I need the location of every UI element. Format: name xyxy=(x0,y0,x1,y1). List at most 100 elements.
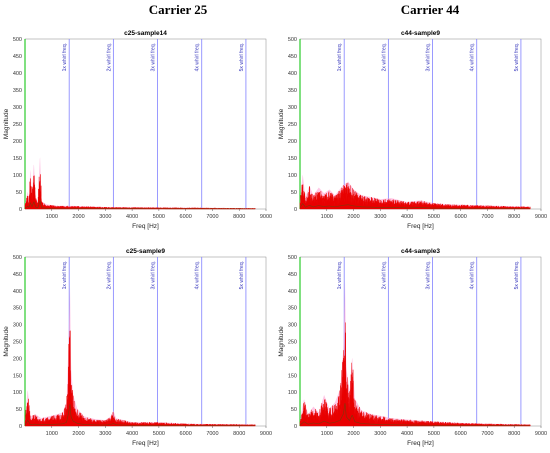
y-tick-label: 150 xyxy=(288,373,297,379)
y-tick-label: 300 xyxy=(288,323,297,329)
y-tick-label: 350 xyxy=(13,306,22,312)
y-tick-label: 500 xyxy=(288,37,297,43)
x-tick-label: 2000 xyxy=(347,214,359,220)
x-tick-label: 7000 xyxy=(206,431,218,437)
x-tick-label: 2000 xyxy=(72,214,84,220)
y-tick-label: 500 xyxy=(288,255,297,261)
y-tick-label: 50 xyxy=(16,407,22,413)
y-tick-label: 150 xyxy=(288,156,297,162)
harmonic-label-3: 3x whirl freq. xyxy=(151,43,157,71)
spectrum-series xyxy=(24,286,256,427)
x-tick-label: 1000 xyxy=(46,214,58,220)
plot-frame xyxy=(24,38,267,210)
plot-frame xyxy=(24,256,267,427)
x-tick-label: 5000 xyxy=(153,431,165,437)
x-tick-label: 7000 xyxy=(481,214,493,220)
y-tick-label: 250 xyxy=(13,122,22,128)
y-tick-label: 50 xyxy=(16,190,22,196)
y-tick-label: 200 xyxy=(288,356,297,362)
spectrum-chart-c44-sample3: c44-sample3 0 50 100 150 200 250 300 350 400 450 50… xyxy=(278,248,547,447)
spectrum-chart-c44-sample9: c44-sample9 0 50 100 150 200 250 300 350 400 450 50… xyxy=(278,30,547,230)
x-tick-label: 3000 xyxy=(374,431,386,437)
y-tick-label: 300 xyxy=(13,323,22,329)
x-tick-label: 5000 xyxy=(153,214,165,220)
x-tick-label: 9000 xyxy=(260,214,272,220)
harmonic-label-5: 5x whirl freq. xyxy=(514,43,520,71)
harmonic-label-1: 1x whirl freq. xyxy=(337,43,343,71)
y-axis-label: Magnitude xyxy=(3,326,10,357)
plot-frame xyxy=(299,38,542,210)
spectrum-area xyxy=(299,322,531,427)
x-tick-label: 4000 xyxy=(401,214,413,220)
y-tick-label: 0 xyxy=(294,207,297,213)
x-tick-label: 3000 xyxy=(374,214,386,220)
x-tick-label: 7000 xyxy=(481,431,493,437)
x-tick-label: 8000 xyxy=(508,214,520,220)
y-tick-label: 200 xyxy=(288,139,297,145)
y-tick-label: 0 xyxy=(19,207,22,213)
y-tick-label: 250 xyxy=(288,340,297,346)
y-tick-label: 500 xyxy=(13,255,22,261)
y-axis-label: Magnitude xyxy=(278,108,285,139)
harmonic-label-3: 3x whirl freq. xyxy=(426,43,432,71)
y-tick-label: 500 xyxy=(13,37,22,43)
x-tick-label: 1000 xyxy=(321,214,333,220)
spectrum-area xyxy=(24,174,256,210)
y-axis-label: Magnitude xyxy=(3,108,10,139)
y-tick-label: 150 xyxy=(13,156,22,162)
spectrum-trace xyxy=(24,404,256,427)
y-tick-label: 350 xyxy=(13,88,22,94)
harmonic-label-5: 5x whirl freq. xyxy=(514,261,520,289)
spectrum-chart-c25-sample14: c25-sample14 0 50 100 150 200 250 300 350 400 450 5… xyxy=(3,30,272,230)
x-tick-label: 8000 xyxy=(233,431,245,437)
chart-title: c25-sample9 xyxy=(126,248,165,255)
y-tick-label: 100 xyxy=(13,173,22,179)
harmonic-label-1: 1x whirl freq. xyxy=(337,261,343,289)
x-tick-label: 3000 xyxy=(99,214,111,220)
x-tick-label: 1000 xyxy=(46,431,58,437)
column-title-carrier-25: Carrier 25 xyxy=(148,2,208,17)
harmonic-label-3: 3x whirl freq. xyxy=(151,261,157,289)
x-tick-label: 4000 xyxy=(126,214,138,220)
x-tick-label: 9000 xyxy=(535,214,547,220)
y-tick-label: 0 xyxy=(294,424,297,430)
chart-title: c25-sample14 xyxy=(124,30,167,37)
y-tick-label: 100 xyxy=(13,390,22,396)
y-tick-label: 100 xyxy=(288,173,297,179)
y-tick-label: 0 xyxy=(19,424,22,430)
y-tick-label: 450 xyxy=(13,272,22,278)
y-tick-label: 450 xyxy=(13,54,22,60)
x-tick-label: 8000 xyxy=(233,214,245,220)
harmonic-label-5: 5x whirl freq. xyxy=(239,43,245,71)
spectrum-trace xyxy=(24,200,256,210)
spectrum-area xyxy=(24,330,256,427)
x-tick-label: 2000 xyxy=(72,431,84,437)
harmonic-label-4: 4x whirl freq. xyxy=(195,261,201,289)
harmonic-label-1: 1x whirl freq. xyxy=(62,261,68,289)
harmonic-label-2: 2x whirl freq. xyxy=(106,43,112,71)
y-tick-label: 250 xyxy=(288,122,297,128)
harmonic-label-1: 1x whirl freq. xyxy=(62,43,68,71)
harmonic-label-4: 4x whirl freq. xyxy=(195,43,201,71)
spectrum-series xyxy=(24,157,256,210)
y-tick-label: 350 xyxy=(288,88,297,94)
y-tick-label: 50 xyxy=(291,190,297,196)
harmonic-label-2: 2x whirl freq. xyxy=(381,261,387,289)
x-tick-label: 1000 xyxy=(321,431,333,437)
x-tick-label: 9000 xyxy=(260,431,272,437)
harmonic-label-3: 3x whirl freq. xyxy=(426,261,432,289)
y-tick-label: 250 xyxy=(13,340,22,346)
column-title-carrier-44: Carrier 44 xyxy=(400,2,460,17)
y-tick-label: 450 xyxy=(288,272,297,278)
x-axis-label: Freq [Hz] xyxy=(407,223,434,230)
x-axis-label: Freq [Hz] xyxy=(132,440,159,447)
harmonic-label-2: 2x whirl freq. xyxy=(381,43,387,71)
x-tick-label: 7000 xyxy=(206,214,218,220)
y-tick-label: 450 xyxy=(288,54,297,60)
harmonic-label-4: 4x whirl freq. xyxy=(470,43,476,71)
y-axis-label: Magnitude xyxy=(278,326,285,357)
x-axis-label: Freq [Hz] xyxy=(407,440,434,447)
y-tick-label: 50 xyxy=(291,407,297,413)
spectrum-series xyxy=(299,174,531,210)
spectrum-area xyxy=(299,182,531,210)
